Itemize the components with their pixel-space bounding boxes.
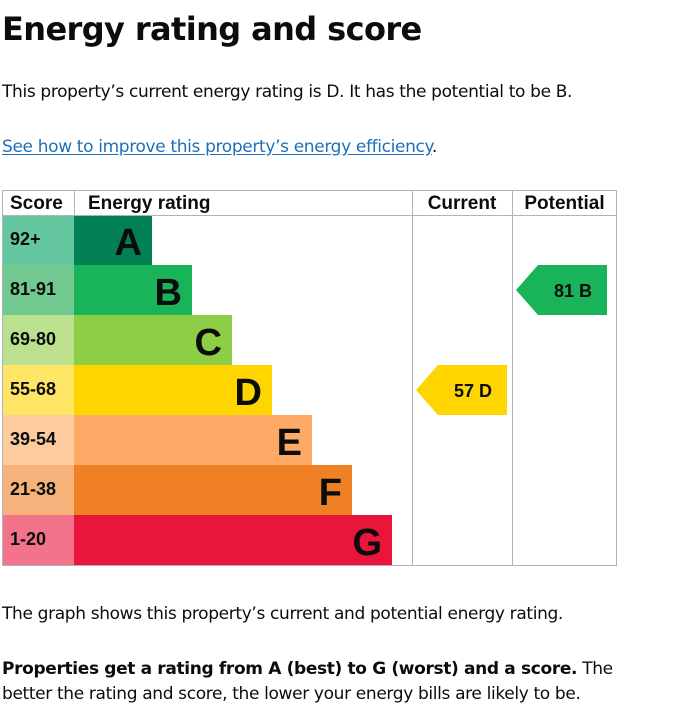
score-cell-d [2, 365, 74, 415]
rating-bar-c [74, 315, 232, 365]
score-cell-f [2, 465, 74, 515]
link-suffix: . [431, 137, 437, 157]
score-range-g: 1-20 [10, 529, 46, 549]
header-current: Current [428, 193, 497, 214]
rating-letter-g: G [352, 522, 382, 564]
potential-rating-label: 81 B [554, 281, 592, 301]
rating-bar-f [74, 465, 352, 515]
current-rating-arrow [416, 365, 507, 415]
score-range-d: 55-68 [10, 379, 56, 399]
rating-letter-d: D [235, 372, 262, 414]
rating-letter-c: C [195, 322, 222, 364]
rating-letter-a: A [115, 222, 142, 264]
score-cell-g [2, 515, 74, 565]
improve-link-line: See how to improve this property’s energ… [2, 135, 437, 160]
rating-bar-e [74, 415, 312, 465]
rating-letter-f: F [319, 472, 342, 514]
rating-bar-b [74, 265, 192, 315]
score-cell-a [2, 215, 74, 265]
potential-rating-arrow [516, 265, 607, 315]
score-range-e: 39-54 [10, 429, 56, 449]
score-cell-b [2, 265, 74, 315]
improve-efficiency-link[interactable]: See how to improve this property’s energ… [2, 137, 432, 157]
rating-letter-e: E [277, 422, 302, 464]
score-cell-e [2, 415, 74, 465]
intro-text: This property’s current energy rating is… [2, 82, 573, 102]
rating-bar-g [74, 515, 392, 565]
header-score: Score [10, 193, 63, 214]
score-cell-c [2, 315, 74, 365]
rating-bar-d [74, 365, 272, 415]
page-title: Energy rating and score [2, 10, 422, 48]
header-energy-rating: Energy rating [88, 193, 210, 214]
graph-note: The graph shows this property’s current … [2, 604, 563, 624]
current-rating-label: 57 D [454, 381, 492, 401]
header-potential: Potential [524, 193, 604, 214]
rating-bar-a [74, 215, 152, 265]
score-range-b: 81-91 [10, 279, 56, 299]
ratings-explanation: Properties get a rating from A (best) to… [2, 657, 642, 707]
ratings-bold-text: Properties get a rating from A (best) to… [2, 659, 578, 679]
score-range-c: 69-80 [10, 329, 56, 349]
score-range-a: 92+ [10, 229, 41, 249]
score-range-f: 21-38 [10, 479, 56, 499]
rating-letter-b: B [155, 272, 182, 314]
ratings-rest-text: The better the rating and score, the low… [2, 659, 613, 704]
